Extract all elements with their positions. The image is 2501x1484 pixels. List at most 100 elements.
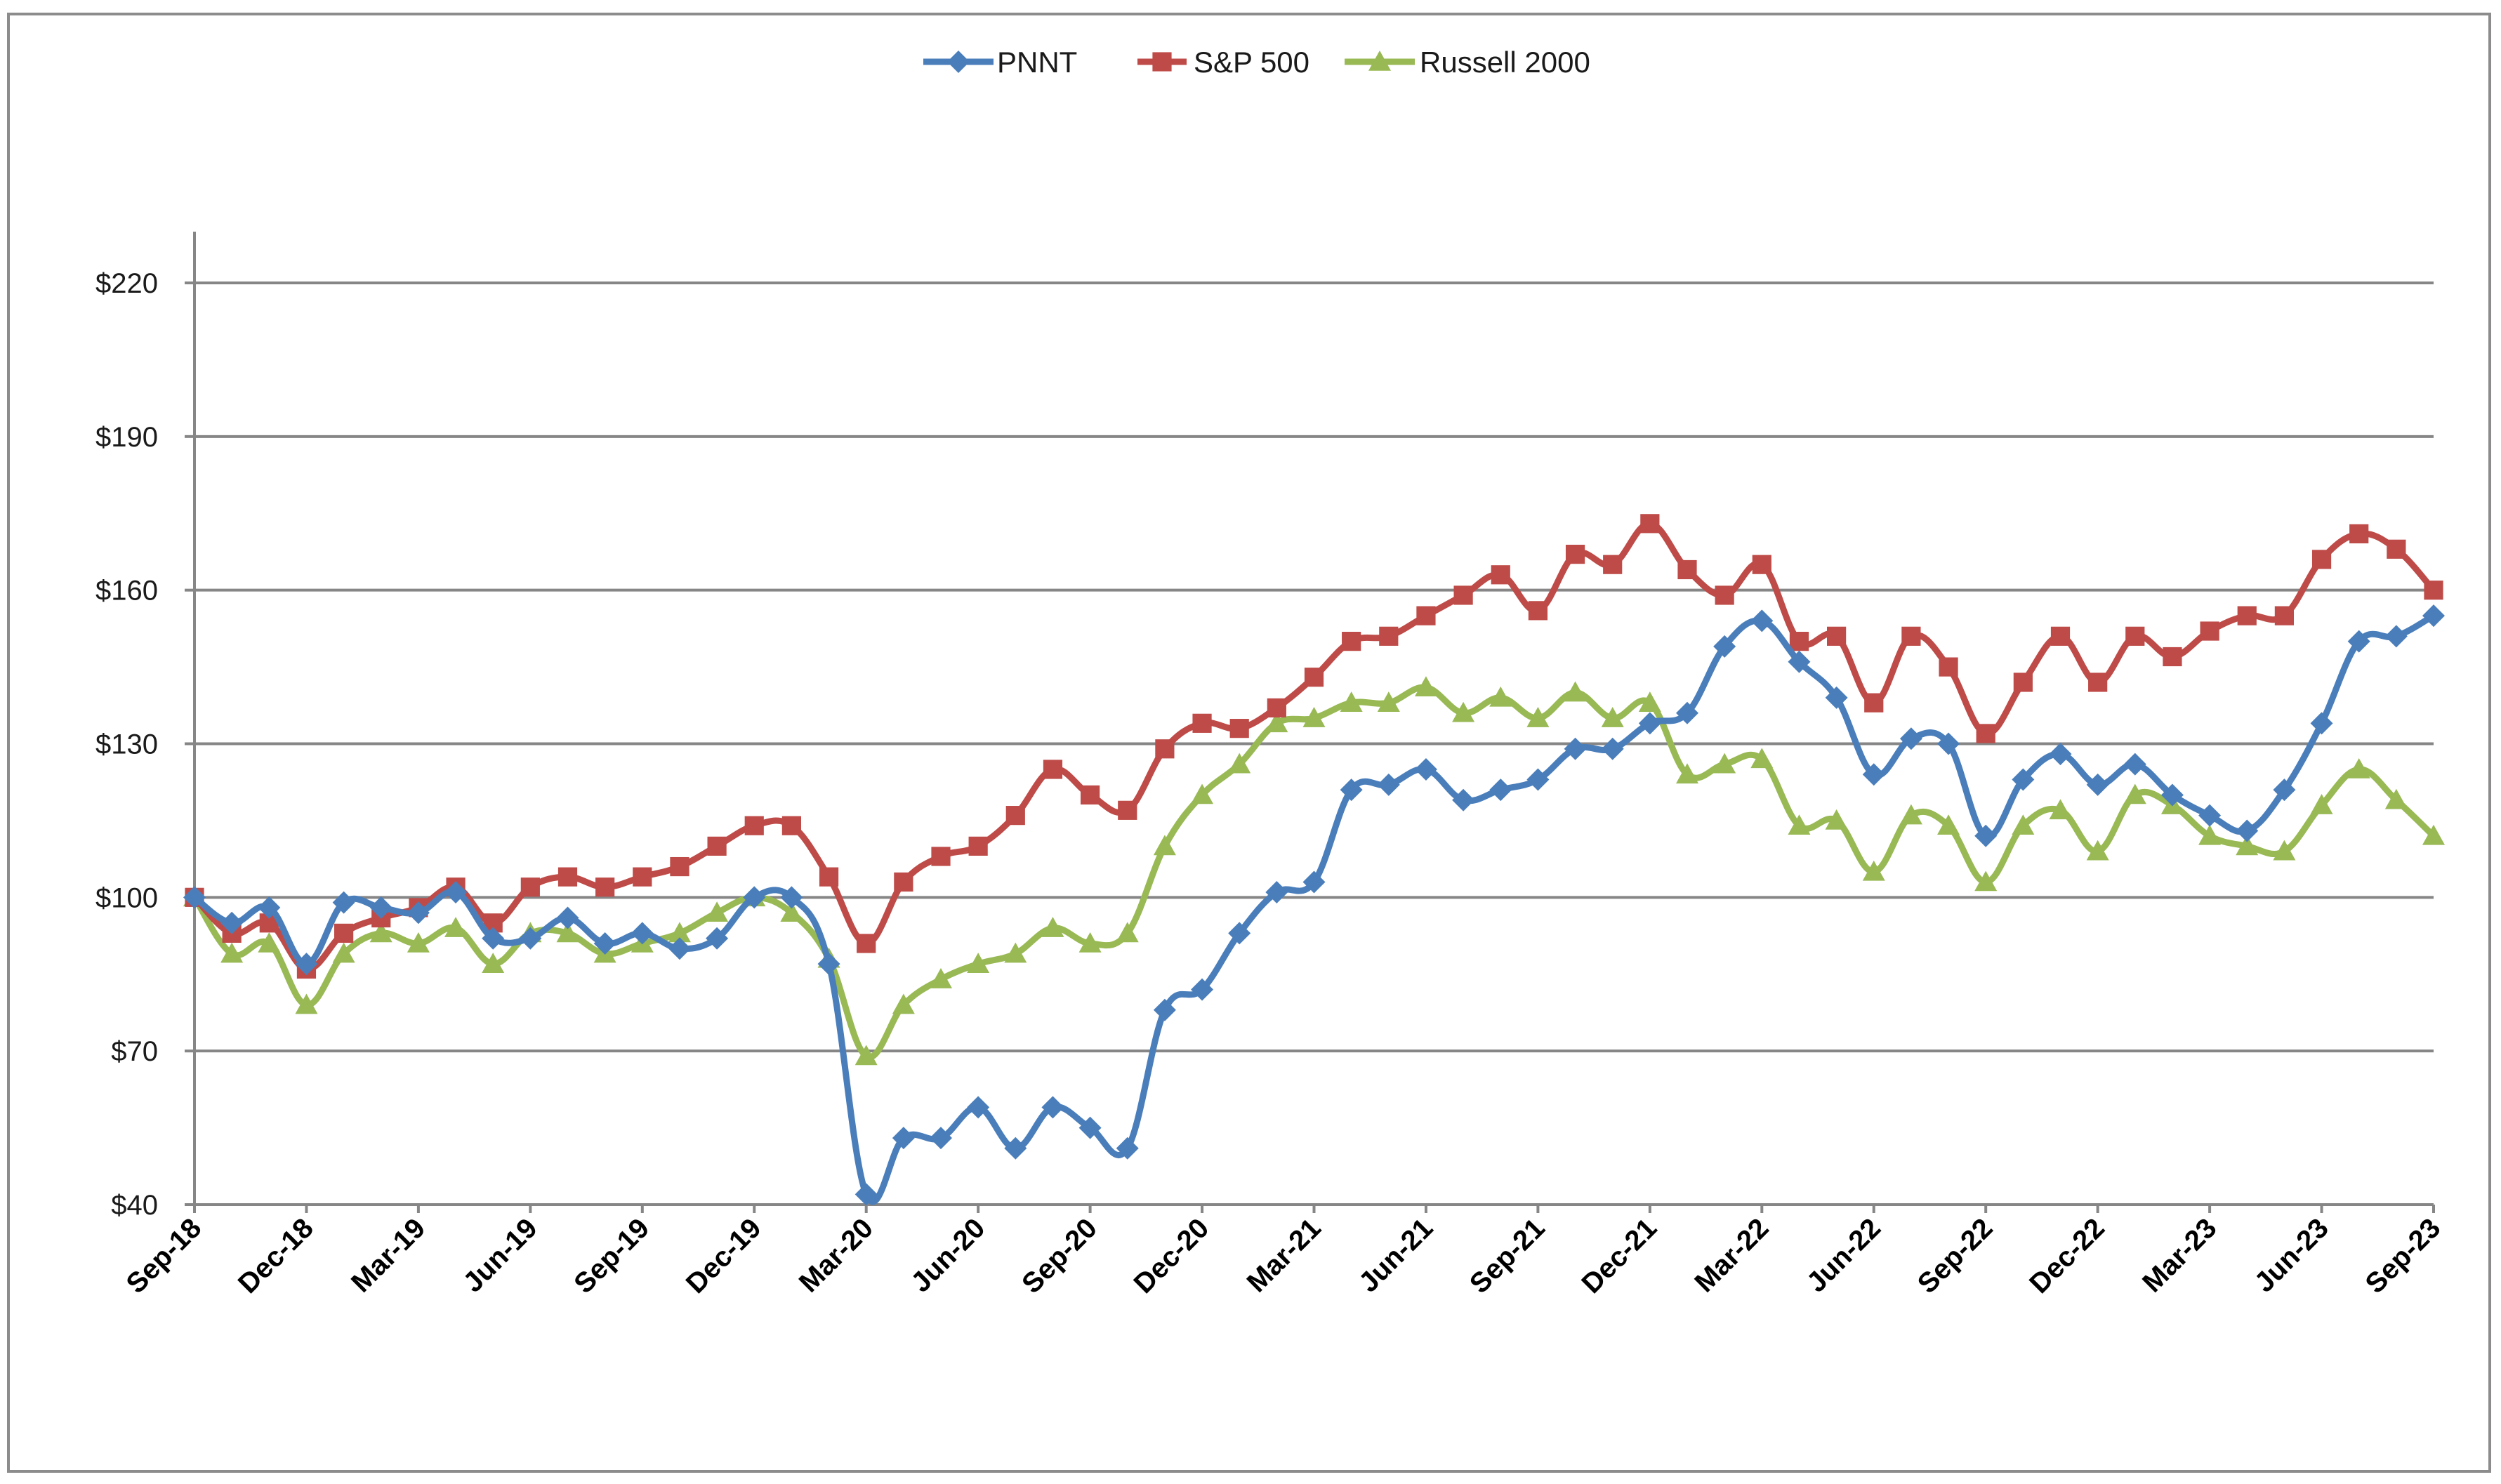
data-point-triangle [1004, 942, 1027, 963]
data-point-triangle [332, 942, 355, 963]
data-point-triangle [2347, 757, 2370, 779]
data-point-diamond [1788, 650, 1811, 673]
data-point-triangle [1078, 932, 1102, 953]
data-point-diamond [1302, 870, 1326, 894]
data-point-square [2311, 550, 2332, 569]
data-point-diamond [2160, 783, 2184, 807]
data-point-square [1528, 601, 1548, 621]
data-point-diamond [593, 932, 616, 955]
data-point-square [1752, 555, 1771, 574]
data-point-square [1192, 713, 1212, 733]
data-point-triangle [1899, 804, 1922, 825]
x-tick-label: Dec-21 [1576, 1212, 1663, 1299]
data-point-triangle [1116, 922, 1139, 943]
legend-label: PNNT [997, 46, 1077, 79]
data-point-diamond [332, 891, 355, 914]
data-point-triangle [1526, 707, 1550, 727]
x-tick-label: Dec-20 [1128, 1212, 1215, 1299]
data-point-triangle [1862, 860, 1885, 881]
data-point-diamond [1265, 881, 1288, 904]
data-point-square [633, 867, 652, 887]
data-point-diamond [1489, 779, 1512, 802]
data-point-square [2200, 621, 2219, 641]
data-point-diamond [2347, 630, 2370, 653]
data-point-triangle [854, 1045, 878, 1066]
data-point-triangle [1489, 686, 1512, 707]
data-point-square [1901, 626, 1921, 646]
data-point-square [2237, 606, 2257, 625]
data-point-square [2013, 673, 2033, 692]
x-tick-label: Sep-22 [1912, 1212, 1999, 1299]
data-point-square [2424, 581, 2443, 600]
data-point-diamond [407, 901, 430, 925]
y-tick-label: $40 [111, 1190, 158, 1221]
data-point-diamond [2273, 779, 2296, 802]
data-point-diamond [220, 911, 244, 934]
data-point-diamond [556, 906, 579, 929]
x-tick-label: Jun-19 [457, 1212, 543, 1298]
x-tick-label: Sep-23 [2359, 1212, 2446, 1299]
x-tick-label: Jun-22 [1801, 1212, 1887, 1298]
data-point-square [1416, 606, 1436, 625]
data-point-diamond [947, 51, 970, 73]
data-point-square [707, 836, 727, 856]
data-point-square [670, 856, 689, 877]
data-point-diamond [892, 1127, 915, 1150]
data-point-diamond [1899, 727, 1922, 750]
data-point-triangle [1713, 753, 1736, 774]
data-point-triangle [1340, 691, 1363, 712]
data-point-diamond [854, 1183, 878, 1206]
data-point-diamond [1078, 1116, 1102, 1139]
data-point-square [1304, 668, 1324, 687]
data-point-square [2050, 626, 2071, 646]
legend-label: S&P 500 [1194, 46, 1309, 79]
data-point-diamond [817, 953, 840, 976]
y-tick-label: $190 [95, 422, 158, 453]
data-point-square [819, 867, 839, 887]
data-point-diamond [1228, 922, 1251, 945]
data-point-triangle [1153, 835, 1176, 856]
data-point-triangle [1788, 814, 1811, 835]
data-point-square [894, 872, 913, 892]
data-point-diamond [482, 927, 505, 950]
data-point-triangle [444, 917, 468, 937]
data-point-diamond [183, 886, 206, 909]
data-point-diamond [444, 881, 468, 904]
data-point-diamond [369, 896, 392, 919]
data-point-triangle [1676, 763, 1698, 784]
x-tick-label: Sep-21 [1464, 1212, 1551, 1299]
series-line [191, 612, 2437, 1205]
x-tick-label: Sep-18 [120, 1212, 207, 1299]
data-point-diamond [1601, 737, 1624, 760]
data-point-square [557, 867, 578, 887]
data-point-square [1152, 52, 1172, 72]
data-point-triangle [482, 953, 505, 973]
x-tick-label: Mar-20 [793, 1212, 879, 1298]
data-point-square [2387, 539, 2406, 559]
axis-layer: $40 $70 $100 $130 $160 $190 $220 Sep-18 Dec-18 Ma… [95, 232, 2446, 1299]
data-point-triangle [2049, 799, 2072, 820]
data-point-triangle [780, 901, 803, 922]
data-point-triangle [930, 968, 952, 988]
data-point-triangle [1601, 707, 1624, 727]
data-point-triangle [369, 922, 392, 943]
y-tick-label: $100 [95, 882, 158, 913]
data-point-square [1453, 585, 1473, 605]
data-point-square [1005, 806, 1025, 826]
data-point-square [1155, 739, 1175, 759]
data-point-diamond [1825, 686, 1848, 709]
x-tick-label: Mar-19 [345, 1212, 431, 1298]
data-point-diamond [2198, 804, 2222, 827]
data-point-triangle [1041, 917, 1064, 937]
x-tick-label: Jun-20 [905, 1212, 991, 1298]
data-point-square [1939, 657, 1958, 677]
data-point-diamond [1004, 1137, 1027, 1160]
legend-item-russell-2000: Russell 2000 [1345, 46, 1590, 79]
series-russell-2000 [183, 676, 2445, 1066]
x-tick-label: Jun-23 [2249, 1212, 2335, 1298]
x-tick-label: Dec-18 [232, 1212, 319, 1299]
data-point-diamond [1452, 788, 1475, 811]
data-point-diamond [1377, 773, 1400, 796]
data-point-square [520, 877, 540, 897]
